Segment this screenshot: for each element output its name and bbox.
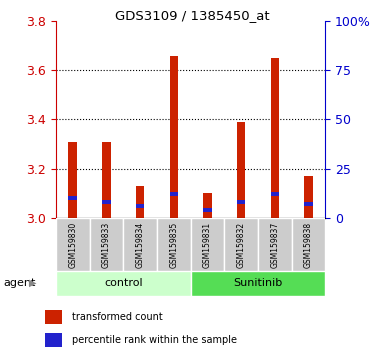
Bar [203,208,212,212]
Bar [56,218,89,271]
Bar [56,271,191,296]
Bar [157,218,191,271]
Bar [191,271,325,296]
Text: GSM159834: GSM159834 [136,222,144,268]
Bar [69,196,77,200]
Text: percentile rank within the sample: percentile rank within the sample [72,335,238,345]
Text: control: control [104,278,142,288]
Bar [45,310,62,324]
Bar [203,193,212,218]
Text: agent: agent [4,278,36,288]
Text: GSM159832: GSM159832 [237,222,246,268]
Bar [69,142,77,218]
Text: GSM159835: GSM159835 [169,222,178,268]
Bar [89,218,123,271]
Bar [191,218,224,271]
Text: Sunitinib: Sunitinib [233,278,283,288]
Bar [102,200,110,204]
Text: transformed count: transformed count [72,312,163,322]
Bar [304,176,313,218]
Bar [304,202,313,206]
Bar [224,218,258,271]
Bar [271,192,279,196]
Text: GSM159838: GSM159838 [304,222,313,268]
Text: GSM159831: GSM159831 [203,222,212,268]
Bar [102,142,110,218]
Text: GSM159830: GSM159830 [68,222,77,268]
Text: GSM159837: GSM159837 [270,222,279,268]
Text: GSM159833: GSM159833 [102,222,111,268]
Bar [258,218,292,271]
Bar [169,192,178,196]
Bar [123,218,157,271]
Bar [136,186,144,218]
Text: GDS3109 / 1385450_at: GDS3109 / 1385450_at [115,9,270,22]
Text: ▶: ▶ [29,278,37,288]
Bar [45,333,62,347]
Bar [237,200,245,204]
Bar [237,122,245,218]
Bar [292,218,325,271]
Bar [169,56,178,218]
Bar [136,204,144,208]
Bar [271,58,279,218]
